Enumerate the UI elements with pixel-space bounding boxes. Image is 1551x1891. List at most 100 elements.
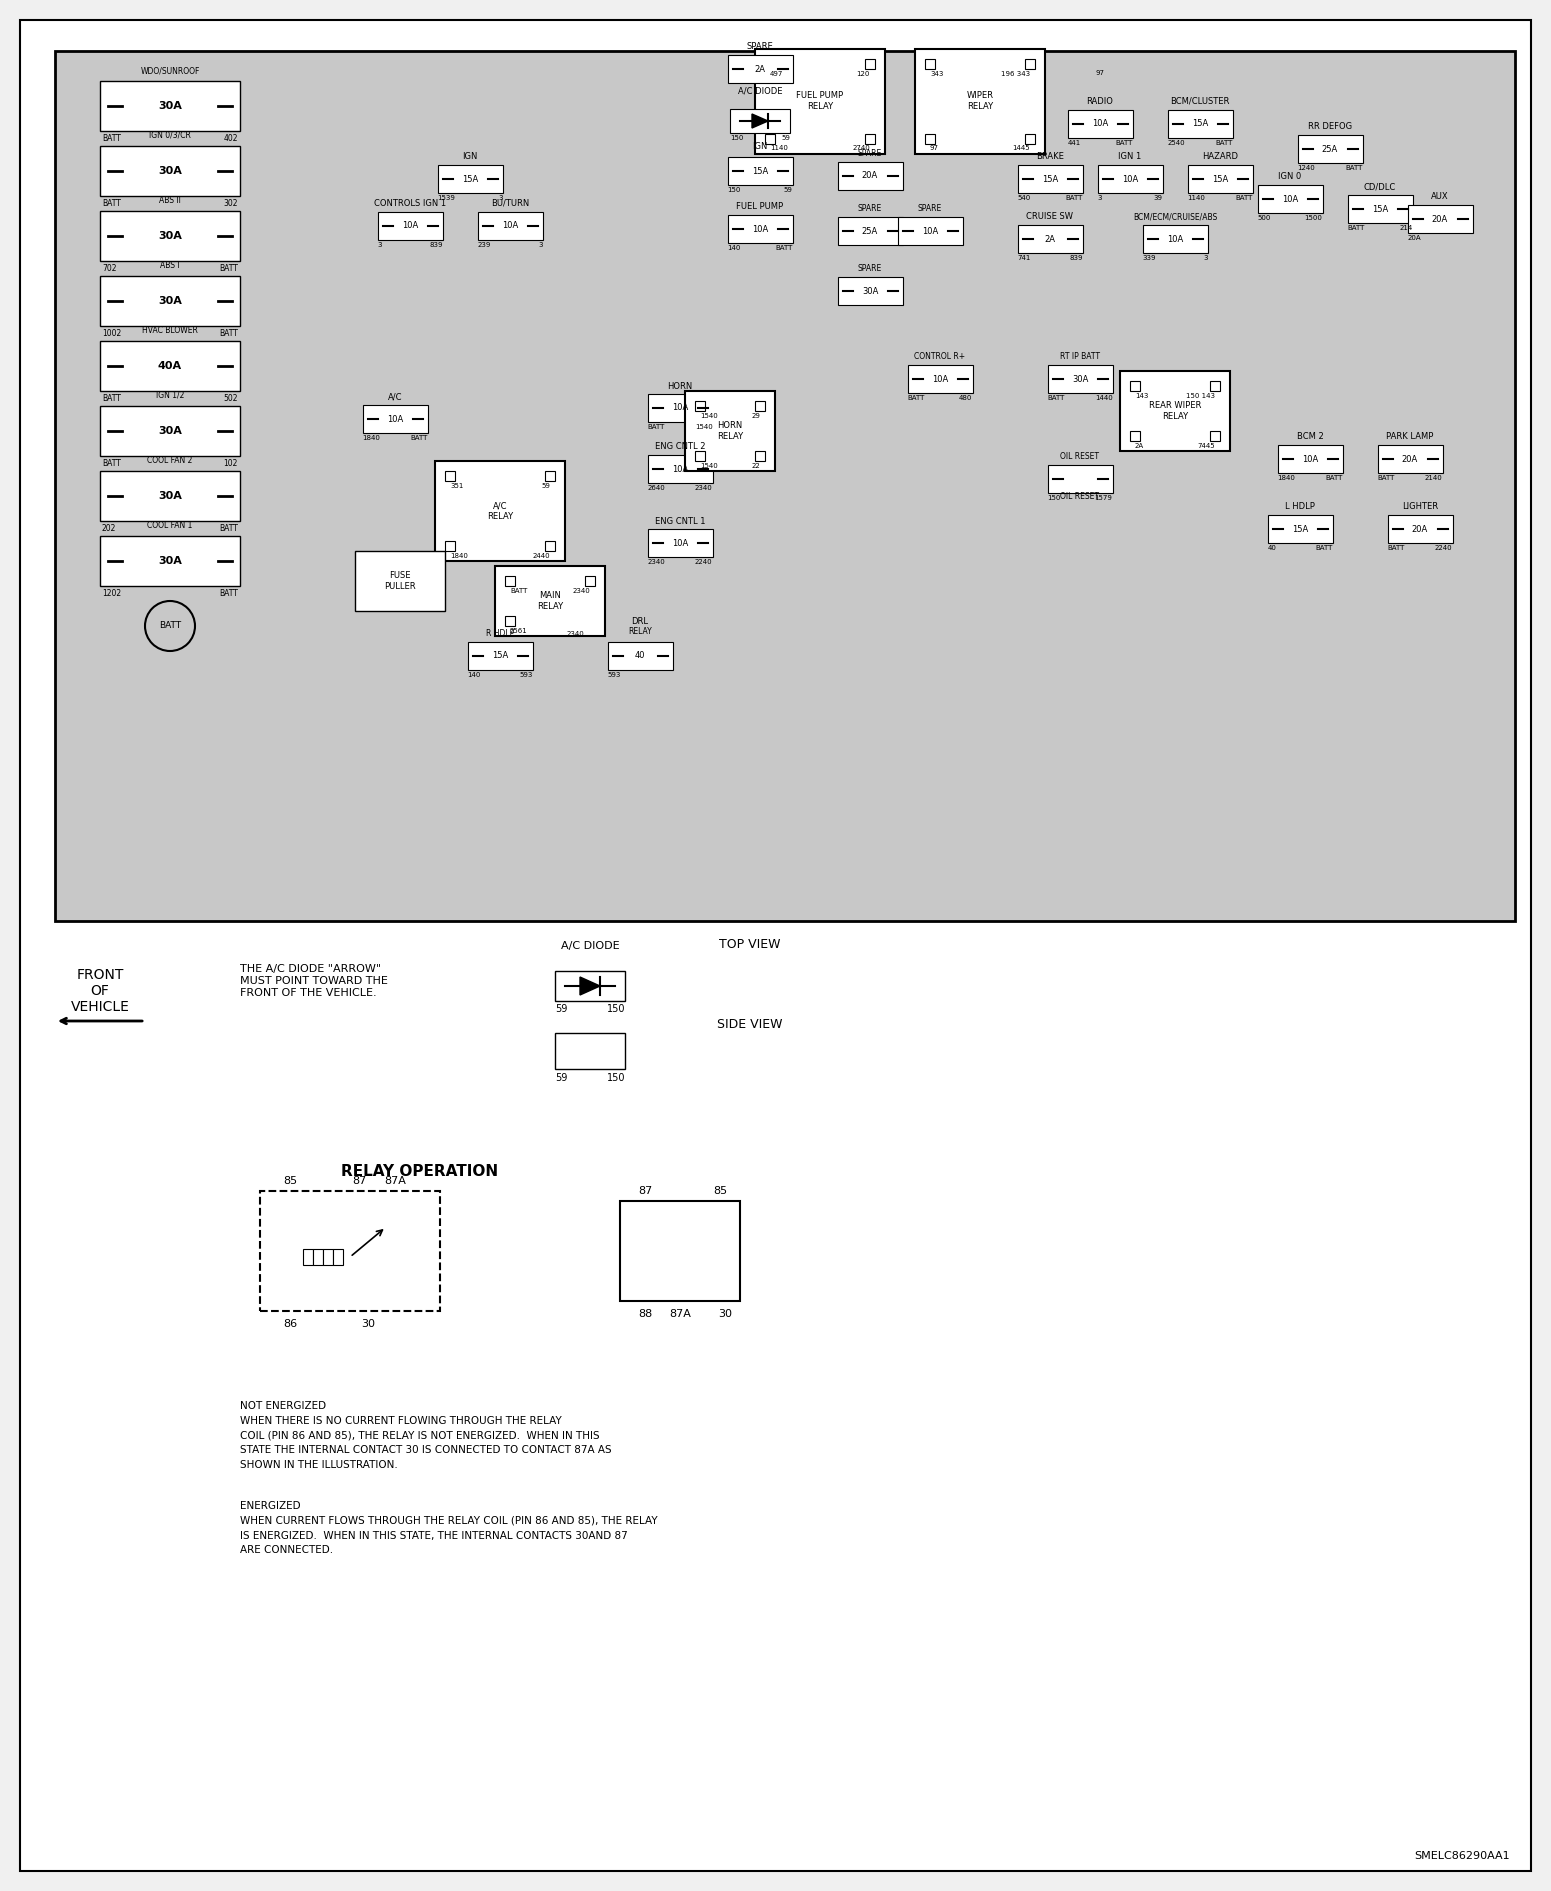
Text: 15A: 15A [492,652,509,660]
Text: BRAKE: BRAKE [1036,151,1064,161]
Text: 502: 502 [223,393,237,403]
Bar [99,407,240,456]
Text: SPARE: SPARE [858,149,883,159]
Text: MAIN
RELAY: MAIN RELAY [537,592,563,611]
Text: 150: 150 [731,134,743,142]
Bar [333,1248,343,1265]
Bar [755,450,765,461]
Bar [1131,380,1140,391]
Bar [865,134,875,144]
Text: BATT: BATT [1345,165,1362,170]
Text: BATT: BATT [647,424,665,429]
Text: BATT: BATT [1315,545,1332,550]
Text: 85: 85 [282,1176,298,1186]
Text: 239: 239 [478,242,490,248]
Text: 10A: 10A [672,403,689,412]
Text: IGN 1: IGN 1 [1118,151,1142,161]
Text: 10A: 10A [752,225,768,233]
Text: 2A: 2A [754,64,766,74]
Text: 39: 39 [1154,195,1163,200]
Bar [695,450,706,461]
Bar [686,391,776,471]
Text: RELAY OPERATION: RELAY OPERATION [341,1163,498,1178]
Text: 10A: 10A [1301,454,1318,463]
Text: BCM 2: BCM 2 [1297,431,1323,441]
Text: 30A: 30A [158,297,181,306]
Text: 2740: 2740 [851,146,870,151]
Text: 540: 540 [1017,195,1031,200]
Text: 1140: 1140 [1188,195,1205,200]
Text: 25A: 25A [1321,144,1339,153]
Text: 593: 593 [520,671,532,679]
Text: SPARE: SPARE [858,204,883,214]
Text: BATT: BATT [1066,195,1083,200]
Text: 1539: 1539 [437,195,456,200]
Text: BATT: BATT [1047,395,1066,401]
Text: IGN: IGN [752,142,768,151]
Text: 150: 150 [606,1072,625,1084]
Text: 1240: 1240 [1298,165,1315,170]
Text: CONTROL R+: CONTROL R+ [915,352,966,361]
Bar [99,471,240,522]
Text: 88: 88 [637,1309,651,1320]
Text: BATT: BATT [1325,475,1343,480]
Text: 343: 343 [931,70,943,76]
Text: COOL FAN 1: COOL FAN 1 [147,522,192,529]
Text: BATT: BATT [102,199,121,208]
Text: RR DEFOG: RR DEFOG [1307,123,1352,130]
Text: COOL FAN 2: COOL FAN 2 [147,456,192,465]
Text: 86: 86 [282,1320,298,1329]
Text: 10A: 10A [1281,195,1298,204]
Text: 120: 120 [856,70,870,76]
Text: 10A: 10A [1121,174,1138,183]
Text: 59: 59 [541,482,551,490]
Text: 10A: 10A [386,414,403,424]
Text: 25A: 25A [862,227,878,236]
Bar [99,276,240,325]
Text: BU/TURN: BU/TURN [490,199,529,208]
Bar [544,471,555,480]
Text: WIPER
RELAY: WIPER RELAY [966,91,994,112]
Bar [506,577,515,586]
Text: NOT ENERGIZED
WHEN THERE IS NO CURRENT FLOWING THROUGH THE RELAY
COIL (PIN 86 AN: NOT ENERGIZED WHEN THERE IS NO CURRENT F… [240,1401,611,1469]
Text: 87: 87 [637,1186,651,1195]
Text: BATT: BATT [219,329,237,338]
Bar [445,471,454,480]
Text: 15A: 15A [752,166,768,176]
Text: 351: 351 [450,482,464,490]
Bar [99,535,240,586]
Text: RT IP BATT: RT IP BATT [1059,352,1100,361]
Text: 7445: 7445 [1197,442,1214,448]
Text: 20A: 20A [1407,234,1421,240]
Text: 10A: 10A [672,465,689,473]
Text: 85: 85 [713,1186,727,1195]
Text: 40: 40 [1267,545,1276,550]
Text: ABS I: ABS I [160,261,180,270]
Text: 15A: 15A [1373,204,1388,214]
Text: BATT: BATT [1214,140,1233,146]
Text: 1540: 1540 [700,412,718,420]
Bar [765,134,776,144]
Text: CD/DLC: CD/DLC [1363,182,1396,191]
Text: 202: 202 [102,524,116,533]
Text: 15A: 15A [1292,524,1307,533]
Text: 30: 30 [361,1320,375,1329]
Text: 1445: 1445 [1013,146,1030,151]
Text: 339: 339 [1143,255,1155,261]
Text: 2540: 2540 [1168,140,1185,146]
Text: FUEL PUMP
RELAY: FUEL PUMP RELAY [796,91,844,112]
Text: 1202: 1202 [102,588,121,598]
Text: HVAC BLOWER: HVAC BLOWER [143,325,199,335]
Text: 214: 214 [1399,225,1413,231]
Bar [727,55,793,83]
Bar [727,157,793,185]
Bar [1047,465,1112,494]
Text: HORN: HORN [667,382,693,391]
Text: 143: 143 [1135,393,1148,399]
Text: BATT: BATT [219,524,237,533]
Bar [313,1248,323,1265]
Text: 500: 500 [1258,216,1270,221]
Bar [1210,380,1221,391]
Bar [1348,195,1413,223]
Text: IGN 1/2: IGN 1/2 [155,391,185,401]
